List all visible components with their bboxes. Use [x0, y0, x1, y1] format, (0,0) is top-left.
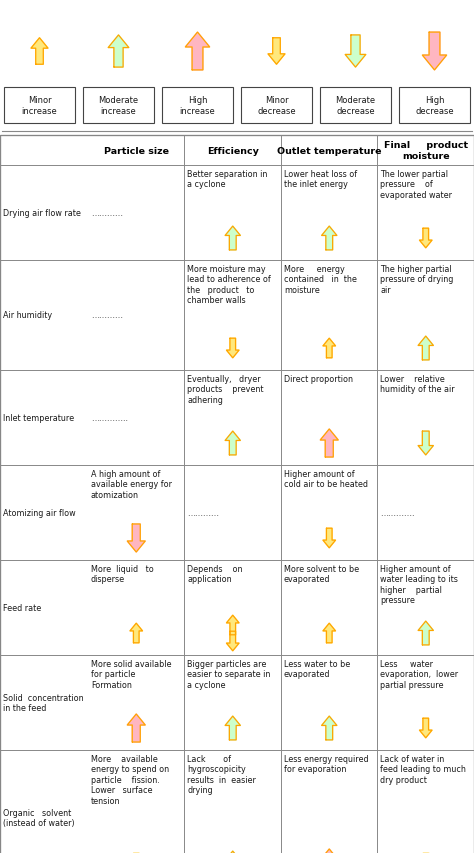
- Polygon shape: [323, 624, 336, 643]
- Bar: [241, 88, 312, 124]
- Polygon shape: [185, 33, 210, 71]
- Text: Lower    relative
humidity of the air: Lower relative humidity of the air: [381, 374, 455, 394]
- Polygon shape: [419, 229, 432, 248]
- Text: More    available
energy to spend on
particle    fission.
Lower   surface
tensio: More available energy to spend on partic…: [91, 754, 169, 804]
- Text: ………….: ………….: [381, 508, 415, 518]
- Bar: [0, 136, 474, 853]
- Bar: [162, 88, 233, 124]
- Polygon shape: [323, 529, 336, 548]
- Text: …………: …………: [188, 508, 219, 518]
- Polygon shape: [108, 36, 129, 68]
- Text: Inlet temperature: Inlet temperature: [3, 414, 74, 422]
- Polygon shape: [320, 849, 338, 853]
- Polygon shape: [225, 432, 240, 456]
- Polygon shape: [227, 616, 239, 635]
- Text: Moderate
decrease: Moderate decrease: [336, 96, 375, 115]
- Text: More     energy
contained   in  the
moisture: More energy contained in the moisture: [284, 264, 357, 294]
- Polygon shape: [321, 227, 337, 251]
- Polygon shape: [418, 432, 433, 456]
- Polygon shape: [127, 525, 145, 553]
- Text: Less water to be
evaporated: Less water to be evaporated: [284, 659, 350, 679]
- Text: Atomizing air flow: Atomizing air flow: [3, 508, 76, 518]
- Polygon shape: [345, 36, 366, 68]
- Text: Less energy required
for evaporation: Less energy required for evaporation: [284, 754, 369, 774]
- Text: …………: …………: [91, 311, 123, 320]
- Bar: [83, 88, 154, 124]
- Polygon shape: [127, 714, 145, 742]
- Polygon shape: [419, 718, 432, 738]
- Text: …………..: …………..: [91, 414, 128, 422]
- Text: The lower partial
pressure    of
evaporated water: The lower partial pressure of evaporated…: [381, 170, 453, 200]
- Text: Higher amount of
water leading to its
higher    partial
pressure: Higher amount of water leading to its hi…: [381, 565, 458, 605]
- Text: Lack       of
hygroscopicity
results  in  easier
drying: Lack of hygroscopicity results in easier…: [188, 754, 256, 794]
- Polygon shape: [130, 624, 143, 643]
- Text: Final     product
moisture: Final product moisture: [383, 141, 468, 160]
- Text: High
increase: High increase: [180, 96, 215, 115]
- Text: Drying air flow rate: Drying air flow rate: [3, 209, 81, 218]
- Text: Depends    on
application: Depends on application: [188, 565, 243, 583]
- Polygon shape: [227, 631, 239, 651]
- Polygon shape: [227, 339, 239, 358]
- Text: Outlet temperature: Outlet temperature: [277, 147, 382, 155]
- Bar: [320, 88, 391, 124]
- Text: Minor
decrease: Minor decrease: [257, 96, 296, 115]
- Text: The higher partial
pressure of drying
air: The higher partial pressure of drying ai…: [381, 264, 454, 294]
- Text: Solid  concentration
in the feed: Solid concentration in the feed: [3, 693, 83, 712]
- Bar: [4, 88, 75, 124]
- Text: Eventually,   dryer
products    prevent
adhering: Eventually, dryer products prevent adher…: [188, 374, 264, 404]
- Polygon shape: [268, 38, 285, 65]
- Bar: [399, 88, 470, 124]
- Polygon shape: [225, 227, 240, 251]
- Polygon shape: [225, 851, 240, 853]
- Polygon shape: [321, 717, 337, 740]
- Text: Efficiency: Efficiency: [207, 147, 259, 155]
- Text: A high amount of
available energy for
atomization: A high amount of available energy for at…: [91, 469, 172, 499]
- Text: More  liquid   to
disperse: More liquid to disperse: [91, 565, 154, 583]
- Text: Less     water
evaporation,  lower
partial pressure: Less water evaporation, lower partial pr…: [381, 659, 459, 689]
- Text: Organic   solvent
(instead of water): Organic solvent (instead of water): [3, 808, 74, 827]
- Text: Particle size: Particle size: [104, 147, 169, 155]
- Text: More solid available
for particle
Formation: More solid available for particle Format…: [91, 659, 172, 689]
- Text: Bigger particles are
easier to separate in
a cyclone: Bigger particles are easier to separate …: [188, 659, 271, 689]
- Polygon shape: [422, 33, 447, 71]
- Text: Air humidity: Air humidity: [3, 311, 52, 320]
- Text: Feed rate: Feed rate: [3, 603, 41, 612]
- Text: Direct proportion: Direct proportion: [284, 374, 353, 384]
- Text: Moderate
increase: Moderate increase: [99, 96, 138, 115]
- Text: Minor
increase: Minor increase: [22, 96, 57, 115]
- Text: High
decrease: High decrease: [415, 96, 454, 115]
- Text: More moisture may
lead to adherence of
the   product   to
chamber walls: More moisture may lead to adherence of t…: [188, 264, 271, 305]
- Polygon shape: [31, 38, 48, 65]
- Polygon shape: [418, 621, 433, 645]
- Text: Lack of water in
feed leading to much
dry product: Lack of water in feed leading to much dr…: [381, 754, 466, 784]
- Text: Lower heat loss of
the inlet energy: Lower heat loss of the inlet energy: [284, 170, 357, 189]
- Polygon shape: [418, 337, 433, 361]
- Polygon shape: [225, 717, 240, 740]
- Polygon shape: [323, 339, 336, 358]
- Polygon shape: [320, 430, 338, 457]
- Text: Better separation in
a cyclone: Better separation in a cyclone: [188, 170, 268, 189]
- Text: …………: …………: [91, 209, 123, 218]
- Text: Higher amount of
cold air to be heated: Higher amount of cold air to be heated: [284, 469, 368, 489]
- Text: More solvent to be
evaporated: More solvent to be evaporated: [284, 565, 359, 583]
